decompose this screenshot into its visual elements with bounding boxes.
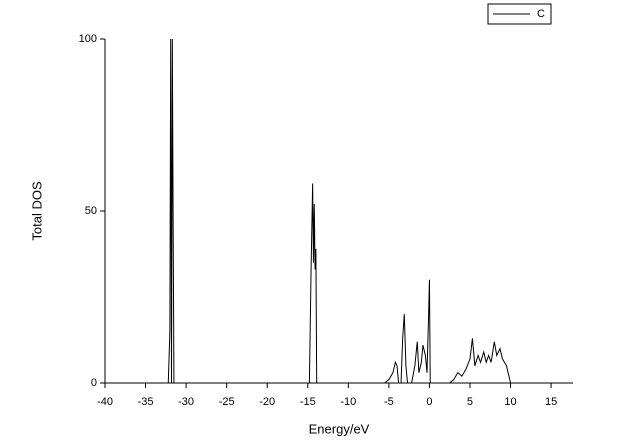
x-tick-label: 0 bbox=[426, 396, 432, 408]
y-tick-label: 50 bbox=[85, 205, 97, 217]
x-tick-label: -35 bbox=[138, 396, 154, 408]
x-tick-label: -40 bbox=[97, 396, 113, 408]
x-tick-label: -30 bbox=[178, 396, 194, 408]
x-tick-label: -10 bbox=[340, 396, 356, 408]
y-tick-label: 0 bbox=[91, 377, 97, 389]
x-tick-label: 15 bbox=[545, 396, 557, 408]
x-axis-title: Energy/eV bbox=[309, 421, 370, 436]
x-tick-label: -25 bbox=[219, 396, 235, 408]
series-line bbox=[105, 38, 512, 384]
y-axis-title: Total DOS bbox=[29, 181, 44, 241]
legend-label: C bbox=[537, 8, 545, 20]
x-tick-label: -20 bbox=[259, 396, 275, 408]
x-tick-label: -15 bbox=[300, 396, 316, 408]
x-tick-label: 5 bbox=[467, 396, 473, 408]
x-tick-label: -5 bbox=[384, 396, 394, 408]
y-tick-label: 100 bbox=[79, 33, 97, 45]
x-tick-label: 10 bbox=[504, 396, 516, 408]
